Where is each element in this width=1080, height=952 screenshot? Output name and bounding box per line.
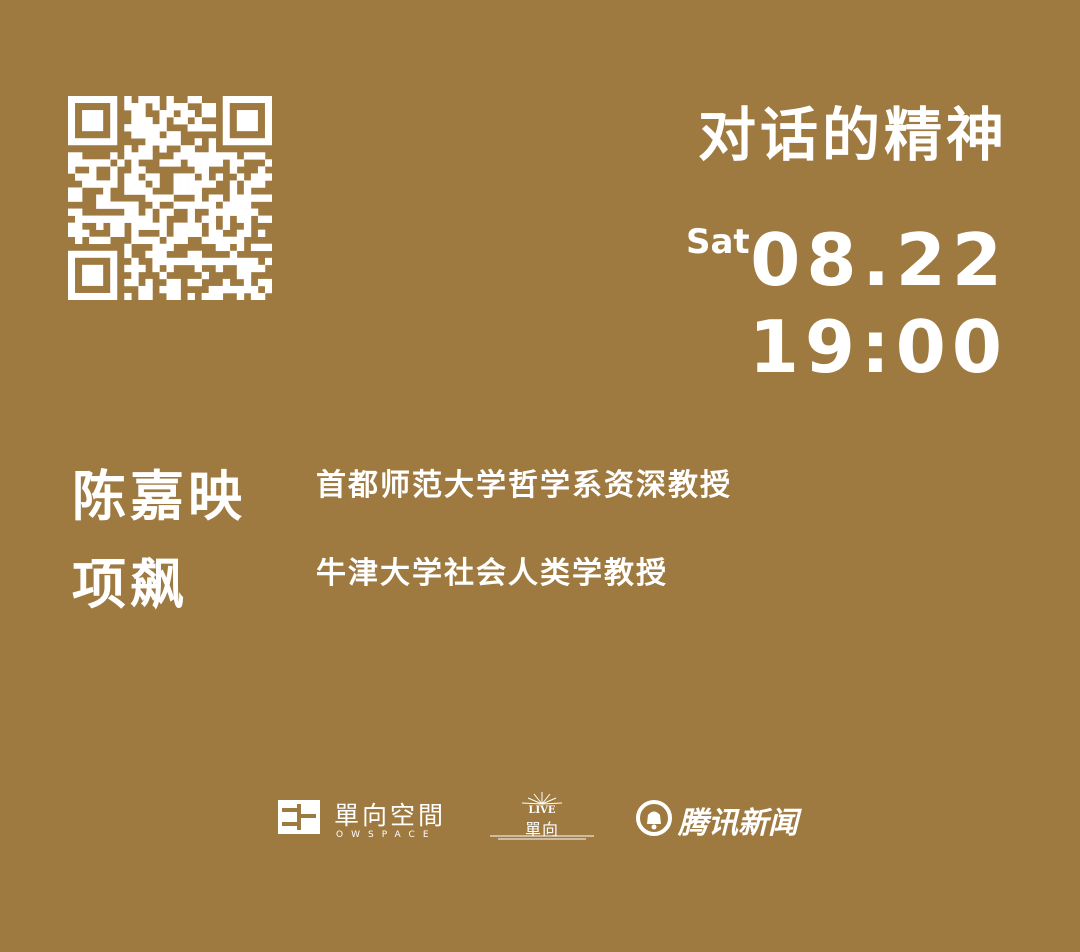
event-time: 19:00 — [748, 305, 1008, 389]
owspace-en-text: OWSPACE — [336, 830, 437, 840]
live-label: LIVE — [528, 805, 556, 816]
speaker-2-role: 牛津大学社会人类学教授 — [316, 556, 668, 591]
speaker-1-name: 陈嘉映 — [72, 465, 246, 528]
speaker-2-name: 项飙 — [72, 553, 188, 616]
live-owspace-logo: LIVE 單向 — [488, 790, 596, 842]
tencent-bell-icon — [636, 800, 672, 836]
event-date: 08.22 — [750, 218, 1008, 302]
event-title: 对话的精神 — [697, 101, 1008, 169]
qr-code — [68, 96, 272, 300]
owspace-mark-icon — [278, 800, 320, 834]
tencent-news-text: 腾讯新闻 — [678, 806, 798, 841]
event-day-of-week: Sat — [686, 222, 750, 262]
owspace-cn-text: 單向空間 — [334, 801, 447, 830]
speaker-1-role: 首都师范大学哲学系资深教授 — [316, 468, 732, 503]
sponsor-logos: 單向空間 OWSPACE LIVE 單向 腾讯新闻 — [0, 790, 1080, 850]
live-cn-text: 單向 — [524, 820, 559, 839]
sunburst-icon — [490, 792, 594, 840]
